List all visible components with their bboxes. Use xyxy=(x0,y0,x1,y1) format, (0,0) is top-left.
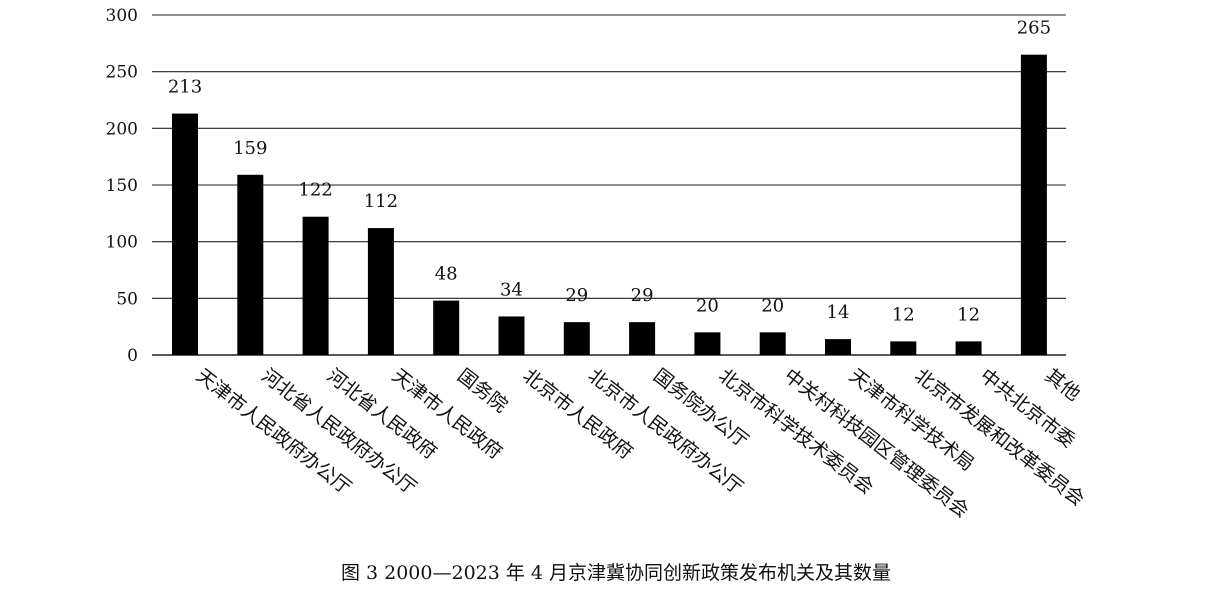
value-label: 14 xyxy=(827,302,850,323)
y-axis-ticks: 0 50 100 150 200 250 300 xyxy=(106,6,138,366)
bar xyxy=(694,332,721,355)
value-label: 213 xyxy=(168,77,202,98)
bar xyxy=(955,341,982,355)
gridlines xyxy=(152,14,1066,356)
value-label: 12 xyxy=(892,304,915,325)
value-label: 12 xyxy=(957,304,980,325)
bar xyxy=(237,174,264,355)
x-tick-label: 其他 xyxy=(1041,365,1085,406)
bar xyxy=(433,300,460,355)
bars xyxy=(172,54,1047,356)
value-label: 159 xyxy=(233,138,267,159)
x-tick-label: 天津市人民政府 xyxy=(388,365,506,464)
y-tick-label: 150 xyxy=(106,176,138,196)
bar xyxy=(172,113,198,355)
bar xyxy=(759,332,786,355)
bar xyxy=(629,322,656,355)
y-tick-label: 100 xyxy=(106,233,138,253)
x-tick-label: 河北省人民政府 xyxy=(323,365,441,464)
bar xyxy=(367,228,394,355)
value-label: 122 xyxy=(298,180,332,201)
value-label: 29 xyxy=(631,285,654,306)
value-label: 265 xyxy=(1017,18,1051,39)
y-tick-label: 0 xyxy=(127,346,138,366)
y-tick-label: 300 xyxy=(106,6,138,26)
value-label: 29 xyxy=(565,285,588,306)
value-label: 34 xyxy=(500,279,523,300)
bar xyxy=(563,322,590,355)
bar xyxy=(890,341,917,355)
y-tick-label: 200 xyxy=(106,119,138,139)
value-labels: 213 159 122 112 48 34 29 29 20 20 14 12 12 265 xyxy=(168,18,1051,326)
bar xyxy=(825,339,851,355)
value-label: 112 xyxy=(364,191,398,212)
x-tick-label: 北京市人民政府 xyxy=(518,365,636,464)
figure-caption: 图 3 2000—2023 年 4 月京津冀协同创新政策发布机关及其数量 xyxy=(340,562,892,584)
bar xyxy=(1020,54,1047,356)
bar xyxy=(302,216,329,355)
x-tick-label: 国务院 xyxy=(453,365,511,417)
value-label: 48 xyxy=(435,264,458,285)
bar xyxy=(498,316,525,355)
value-label: 20 xyxy=(696,295,719,316)
y-tick-label: 250 xyxy=(106,63,138,83)
value-label: 20 xyxy=(761,295,784,316)
y-tick-label: 50 xyxy=(116,289,138,309)
